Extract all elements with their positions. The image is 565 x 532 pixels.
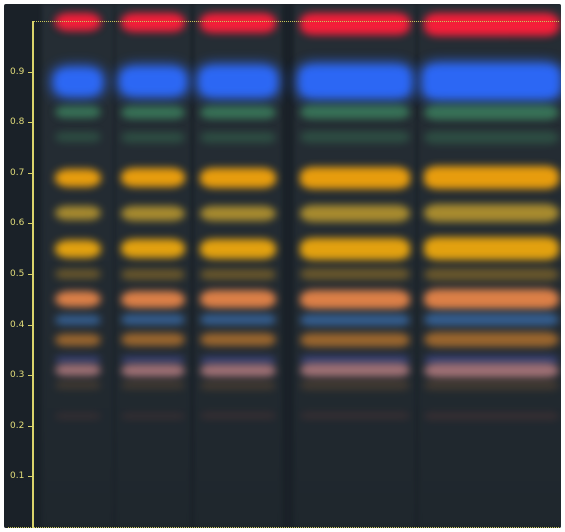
scale-tick (28, 325, 33, 326)
amber-band-lane-3 (200, 333, 276, 347)
blue-band-lane-2 (121, 68, 185, 96)
blue-band-lower-lane-1 (55, 314, 101, 325)
indigo-band-lane-1 (55, 356, 101, 365)
scale-tick (28, 476, 33, 477)
red-band-lane-4 (300, 13, 410, 35)
indigo-band-lane-2 (121, 356, 185, 365)
scale-tick-label: 0.9 (10, 67, 25, 77)
green-band-lower-lane-1 (55, 132, 101, 143)
scale-tick-label: 0.4 (10, 320, 25, 330)
faint-brown-band-lane-4 (300, 380, 410, 391)
salmon-band-lane-1 (55, 291, 101, 308)
amber-band-lane-1 (55, 333, 101, 346)
scale-tick-label: 0.5 (10, 269, 25, 279)
amber-band-lane-5 (424, 332, 559, 348)
red-band-lane-3 (200, 13, 276, 33)
salmon-band-lane-2 (121, 290, 185, 308)
faint-maroon-band-lane-2 (121, 412, 185, 419)
brown-band-lane-3 (200, 268, 276, 280)
blue-band-lower-lane-4 (300, 313, 410, 326)
indigo-band-lane-3 (200, 355, 276, 365)
blue-band-lane-5 (424, 65, 559, 99)
brown-band-lane-1 (55, 269, 101, 279)
salmon-band-lane-4 (300, 289, 410, 309)
blue-band-lane-4 (300, 66, 410, 98)
scale-tick-label: 0.8 (10, 117, 25, 127)
olive-band-lane-5 (424, 204, 559, 223)
faint-maroon-band-lane-4 (300, 412, 410, 420)
green-band-upper-lane-4 (300, 105, 410, 120)
green-band-lower-lane-2 (121, 131, 185, 143)
scale-tick-label: 0.7 (10, 168, 25, 178)
orange-band-1-lane-3 (200, 167, 276, 188)
indigo-band-lane-4 (300, 355, 410, 366)
salmon-band-lane-3 (200, 290, 276, 309)
olive-band-lane-4 (300, 204, 410, 222)
orange-band-1-lane-5 (424, 166, 559, 190)
scale-tick-label: 0.1 (10, 471, 25, 481)
faint-maroon-band-lane-1 (55, 412, 101, 419)
scale-tick (28, 375, 33, 376)
blue-band-lower-lane-2 (121, 314, 185, 326)
scale-tick-label: 0.3 (10, 370, 25, 380)
indigo-band-lane-5 (424, 355, 559, 366)
faint-brown-band-lane-1 (55, 381, 101, 390)
olive-band-lane-1 (55, 206, 101, 221)
salmon-band-lane-5 (424, 289, 559, 310)
scale-tick (28, 122, 33, 123)
green-band-upper-lane-2 (121, 105, 185, 119)
brown-band-lane-2 (121, 268, 185, 280)
blue-band-lane-3 (200, 67, 276, 97)
scale-tick-label: 0.2 (10, 421, 25, 431)
red-band-lane-5 (424, 13, 559, 36)
orange-band-2-lane-4 (300, 237, 410, 260)
pink-band-lane-2 (121, 363, 185, 377)
green-band-lower-lane-4 (300, 131, 410, 144)
orange-band-2-lane-2 (121, 239, 185, 259)
scale-tick (28, 426, 33, 427)
red-band-lane-1 (55, 13, 101, 31)
faint-maroon-band-lane-3 (200, 412, 276, 420)
blue-band-lower-lane-5 (424, 313, 559, 327)
orange-band-2-lane-5 (424, 237, 559, 261)
scale-tick-label: 0.6 (10, 218, 25, 228)
solvent-front-line (34, 21, 559, 22)
pink-band-lane-3 (200, 363, 276, 377)
pink-band-lane-5 (424, 362, 559, 378)
green-band-upper-lane-3 (200, 105, 276, 119)
blue-band-lower-lane-3 (200, 314, 276, 326)
orange-band-1-lane-4 (300, 166, 410, 189)
orange-band-1-lane-1 (55, 168, 101, 187)
amber-band-lane-4 (300, 332, 410, 347)
faint-brown-band-lane-5 (424, 380, 559, 391)
chromatography-plate: 0.1 0.2 0.3 0.4 0.5 0.6 0.7 0.8 0.9 (4, 4, 561, 528)
pink-band-lane-1 (55, 364, 101, 377)
red-band-lane-2 (121, 13, 185, 32)
faint-maroon-band-lane-5 (424, 411, 559, 420)
olive-band-lane-3 (200, 205, 276, 221)
scale-tick (28, 223, 33, 224)
scale-tick (28, 173, 33, 174)
green-band-upper-lane-1 (55, 106, 101, 119)
green-band-lower-lane-5 (424, 130, 559, 144)
origin-line (8, 527, 559, 528)
pink-band-lane-4 (300, 363, 410, 378)
orange-band-1-lane-2 (121, 168, 185, 188)
brown-band-lane-4 (300, 268, 410, 280)
faint-brown-band-lane-3 (200, 380, 276, 390)
rf-scale-axis (32, 21, 34, 528)
brown-band-lane-5 (424, 267, 559, 281)
green-band-upper-lane-5 (424, 104, 559, 120)
scale-tick (28, 274, 33, 275)
amber-band-lane-2 (121, 333, 185, 347)
orange-band-2-lane-1 (55, 239, 101, 258)
olive-band-lane-2 (121, 205, 185, 221)
scale-tick (28, 72, 33, 73)
faint-brown-band-lane-2 (121, 381, 185, 390)
orange-band-2-lane-3 (200, 238, 276, 259)
blue-band-lane-1 (55, 68, 101, 95)
green-band-lower-lane-3 (200, 131, 276, 143)
